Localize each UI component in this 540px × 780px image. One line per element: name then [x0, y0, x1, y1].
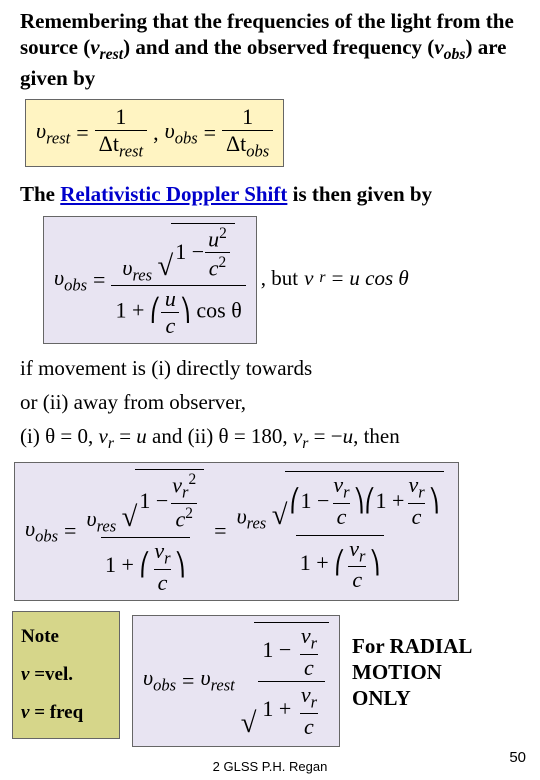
cond-line-2: or (ii) away from observer, — [20, 386, 520, 420]
doppler-heading: The Relativistic Doppler Shift is then g… — [0, 173, 540, 211]
intro-paragraph: Remembering that the frequencies of the … — [0, 0, 540, 95]
but-clause: , but vr = u cos θ — [261, 266, 409, 291]
note-box: Note v =vel. ν = freq — [12, 611, 120, 739]
equation-3-box: υobs = υres 1 − vr2c2 1 + ⎛vrc⎞ = υres ⎛… — [14, 462, 459, 601]
equation-2-row: υobs = υres 1 − u2c2 1 + ⎛uc⎞ cos θ , bu… — [18, 212, 540, 351]
radial-l2: MOTION — [352, 659, 472, 685]
equation-1-box: υrest = 1Δtrest , υobs = 1Δtobs — [25, 99, 284, 167]
cond-line-3: (i) θ = 0, vr = u and (ii) θ = 180, vr =… — [20, 420, 520, 456]
radial-l1: For RADIAL — [352, 633, 472, 659]
equation-4-box: υobs = υrest 1 − vrc 1 + vrc — [132, 615, 340, 747]
equation-1: υrest = 1Δtrest , υobs = 1Δtobs — [36, 106, 273, 160]
equation-2-box: υobs = υres 1 − u2c2 1 + ⎛uc⎞ cos θ — [43, 216, 257, 345]
cond-line-1: if movement is (i) directly towards — [20, 352, 520, 386]
radial-note: For RADIAL MOTION ONLY — [352, 611, 472, 712]
note-vel: v =vel. — [21, 656, 111, 694]
note-freq: ν = freq — [21, 694, 111, 732]
radial-l3: ONLY — [352, 685, 472, 711]
note-title: Note — [21, 618, 111, 656]
equation-4: υobs = υrest 1 − vrc 1 + vrc — [143, 622, 329, 740]
doppler-link[interactable]: Relativistic Doppler Shift — [60, 182, 287, 206]
doppler-pre: The — [20, 182, 60, 206]
page-number: 50 — [509, 749, 526, 766]
conditions-text: if movement is (i) directly towards or (… — [0, 350, 540, 458]
footer-text: 2 GLSS P.H. Regan — [0, 759, 540, 774]
intro-text: Remembering that the frequencies of the … — [20, 9, 514, 90]
bottom-row: Note v =vel. ν = freq υobs = υrest 1 − v… — [0, 607, 540, 753]
doppler-post: is then given by — [287, 182, 432, 206]
equation-3: υobs = υres 1 − vr2c2 1 + ⎛vrc⎞ = υres ⎛… — [25, 469, 448, 594]
equation-2: υobs = υres 1 − u2c2 1 + ⎛uc⎞ cos θ — [54, 223, 246, 338]
